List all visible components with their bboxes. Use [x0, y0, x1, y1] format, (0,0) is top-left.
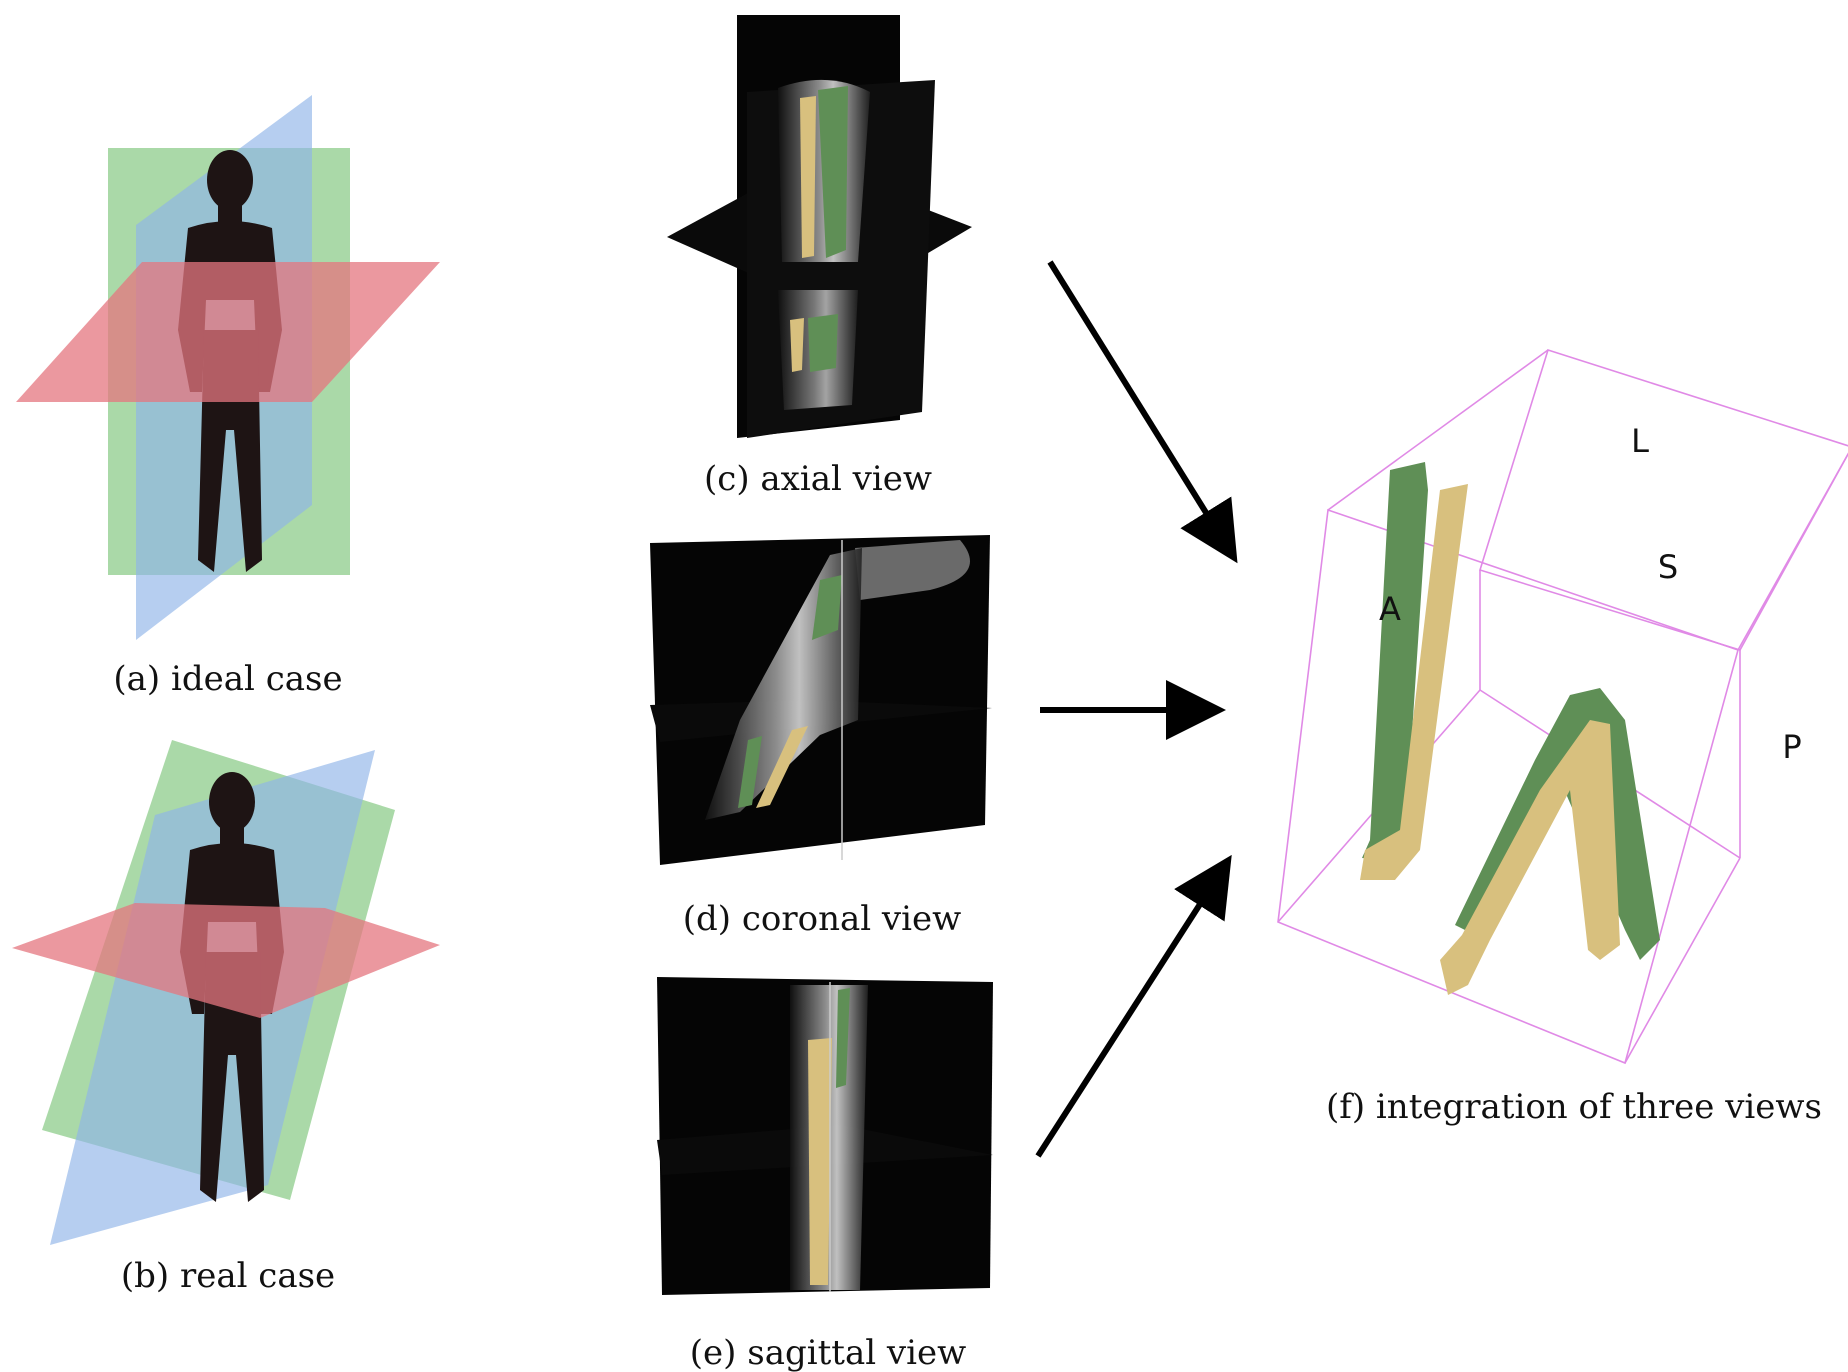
panel-b-real-case: (b) real case: [12, 740, 440, 1296]
orientation-label-p: P: [1782, 728, 1801, 766]
green-bone: [812, 575, 842, 640]
panel-c-axial-view: (c) axial view: [667, 15, 972, 499]
tan-bone-right: [1440, 720, 1620, 995]
panel-d-coronal-view: (d) coronal view: [650, 535, 992, 939]
tan-bone: [800, 96, 816, 258]
green-bone: [836, 988, 850, 1088]
green-bone-lower: [808, 314, 838, 372]
tan-bone-left: [1360, 484, 1468, 880]
tan-bone-lower: [790, 318, 804, 372]
orientation-label-l: L: [1631, 422, 1649, 460]
arrows: [1035, 260, 1238, 1158]
caption-f: (f) integration of three views: [1326, 1087, 1822, 1127]
orientation-label-s: S: [1658, 548, 1678, 586]
arrow-axial-to-integration: [1047, 260, 1238, 564]
red-plane: [12, 903, 440, 1018]
caption-b: (b) real case: [121, 1256, 335, 1296]
bounding-box: [1277, 348, 1848, 1065]
caption-a: (a) ideal case: [113, 659, 342, 699]
panel-a-ideal-case: (a) ideal case: [16, 95, 440, 699]
red-plane: [16, 262, 440, 402]
panel-f-integration: L S A P (f) integration of three views: [1277, 348, 1848, 1127]
caption-d: (d) coronal view: [683, 899, 962, 939]
orientation-label-a: A: [1379, 590, 1401, 628]
caption-c: (c) axial view: [704, 459, 932, 499]
mri-upper-arm: [855, 540, 970, 600]
tan-bone: [808, 1038, 832, 1285]
panel-e-sagittal-view: (e) sagittal view: [657, 977, 993, 1372]
green-bone-lower: [738, 736, 762, 808]
caption-e: (e) sagittal view: [690, 1333, 966, 1372]
green-bone-left: [1362, 462, 1428, 860]
tan-bone: [756, 726, 808, 808]
green-bone: [818, 86, 848, 258]
arrow-sagittal-to-integration: [1035, 854, 1232, 1158]
